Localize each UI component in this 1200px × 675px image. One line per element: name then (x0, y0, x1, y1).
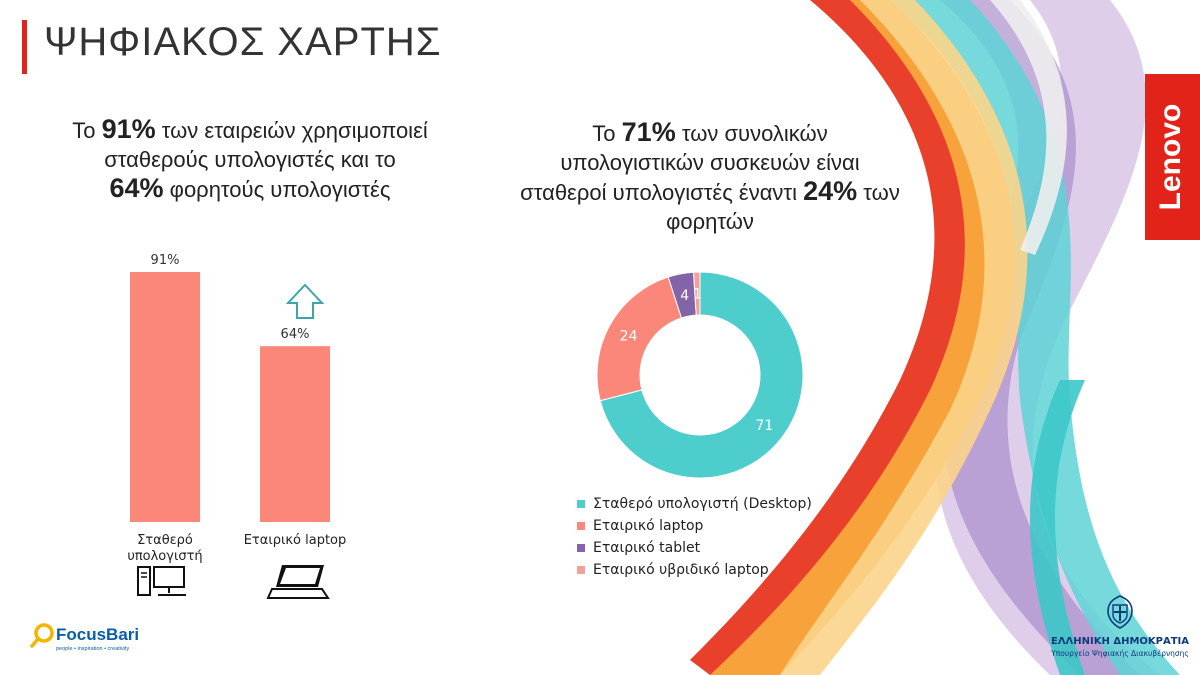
focusbari-name: FocusBari (56, 625, 139, 644)
title-accent-bar (22, 20, 27, 74)
left-headline: Το 91% των εταιρειών χρησιμοποιεί σταθερ… (60, 115, 440, 204)
desktop-computer-icon (137, 566, 186, 596)
donut-slice-label-1: 71 (755, 418, 773, 434)
left-headline-text-1: Το (72, 118, 102, 143)
coat-of-arms-icon (1107, 595, 1133, 629)
legend-item-1: Σταθερό υπολογιστή (Desktop) (577, 496, 812, 512)
donut-chart: 71 24 4 1 (596, 271, 804, 479)
donut-slice-label-2: 24 (620, 329, 638, 345)
donut-slice-label-3: 4 (680, 288, 689, 304)
legend-swatch-1 (577, 500, 585, 508)
lenovo-logo-text-wrapper: Lenovo (1154, 104, 1187, 211)
lenovo-logo (1145, 74, 1200, 240)
lenovo-logo-text: Lenovo (1154, 104, 1187, 211)
legend-item-3: Εταιρικό tablet (577, 540, 700, 556)
legend-swatch-4 (577, 566, 585, 574)
bar-data-label-2: 64% (281, 327, 310, 342)
right-headline-text-3: των φορητών (666, 180, 900, 234)
up-arrow-icon (285, 283, 325, 319)
left-headline-text-3: φορητούς υπολογιστές (163, 177, 391, 202)
bar-category-label-2: Εταιρικό laptop (244, 533, 347, 548)
bar-category-label-1-line-2: υπολογιστή (127, 549, 202, 564)
right-headline: Το 71% των συνολικών υπολογιστικών συσκε… (520, 118, 900, 236)
gov-name: ΕΛΛΗΝΙΚΗ ΔΗΜΟΚΡΑΤΙΑ (1050, 636, 1190, 647)
legend-swatch-2 (577, 522, 585, 530)
bar-data-label-1: 91% (151, 253, 180, 268)
donut-slice-1 (599, 271, 804, 479)
bar-1 (130, 272, 200, 522)
focusbari-tagline: people • inspiration • creativity (56, 646, 129, 652)
donut-slice-2 (596, 276, 683, 402)
legend-item-2: Εταιρικό laptop (577, 518, 703, 534)
legend-label-4: Εταιρικό υβριδικό laptop (593, 562, 769, 578)
legend-label-1: Σταθερό υπολογιστή (Desktop) (593, 496, 812, 512)
left-headline-bold-1: 91% (101, 114, 156, 144)
bar-2 (260, 346, 330, 522)
right-headline-text-1: Το (592, 121, 622, 146)
left-headline-bold-2: 64% (109, 173, 164, 203)
bar-category-label-1-line-1: Σταθερό (137, 533, 193, 548)
left-headline-text-2: των εταιρειών χρησιμοποιεί σταθερούς υπο… (104, 118, 428, 172)
donut-slice-4 (693, 271, 701, 316)
donut-slice-label-4: 1 (693, 287, 702, 303)
legend-label-2: Εταιρικό laptop (593, 518, 704, 534)
magnifier-icon (30, 623, 54, 648)
page-title: ΨΗΦΙΑΚΟΣ ΧΑΡΤΗΣ (44, 20, 442, 64)
legend-label-3: Εταιρικό tablet (593, 540, 701, 556)
decorative-ribbon (690, 0, 1180, 675)
legend-swatch-3 (577, 544, 585, 552)
right-headline-bold-2: 24% (803, 176, 858, 206)
right-headline-text-2: των συνολικών υπολογιστικών συσκευών είν… (520, 121, 860, 205)
right-headline-bold-1: 71% (621, 117, 676, 147)
focusbari-logo: FocusBari people • inspiration • creativ… (30, 623, 139, 652)
hellenic-republic-logo: ΕΛΛΗΝΙΚΗ ΔΗΜΟΚΡΑΤΙΑ Υπουργείο Ψηφιακής Δ… (1050, 595, 1190, 665)
legend-item-4: Εταιρικό υβριδικό laptop (577, 562, 769, 578)
laptop-icon (266, 565, 330, 599)
gov-ministry: Υπουργείο Ψηφιακής Διακυβέρνησης (1051, 649, 1189, 658)
